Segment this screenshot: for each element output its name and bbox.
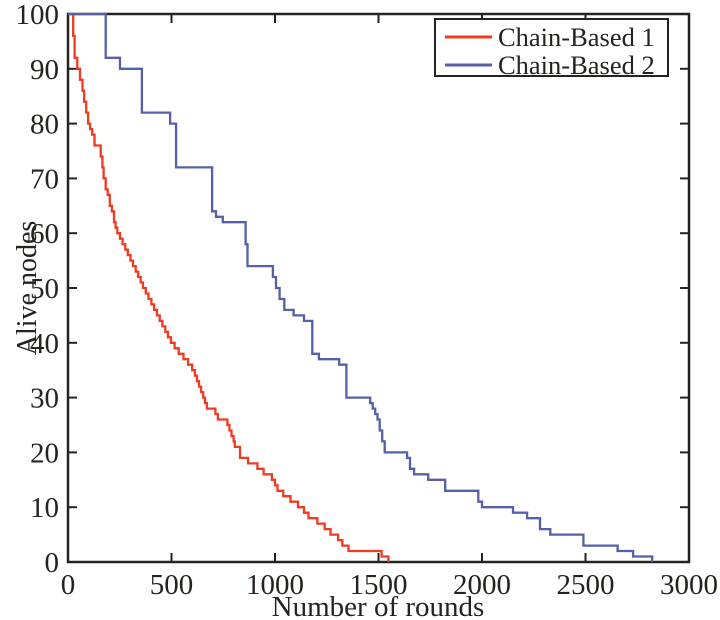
data-series	[68, 12, 654, 562]
y-tick-label: 60	[30, 218, 59, 250]
y-tick-label: 70	[30, 163, 59, 195]
x-tick-label: 1500	[350, 569, 408, 601]
axis-ticks	[67, 13, 690, 563]
y-tick-label: 50	[30, 273, 59, 305]
y-tick-label: 40	[30, 328, 59, 360]
x-tick-labels: 0 500 1000 1500 2000 2500 3000	[61, 569, 718, 601]
y-tick-label: 80	[30, 109, 59, 141]
x-tick-label: 2500	[557, 569, 615, 601]
x-axis-title: Number of rounds	[272, 591, 485, 620]
y-tick-label: 90	[30, 54, 59, 86]
y-tick-label: 20	[30, 437, 59, 469]
y-axis-title: Alive nodes	[12, 221, 43, 356]
x-tick-label: 500	[150, 569, 194, 601]
y-tick-label: 10	[30, 492, 59, 524]
series-line-1	[68, 12, 390, 562]
y-tick-label: 100	[16, 0, 60, 31]
legend-label: Chain-Based 1	[498, 22, 655, 52]
x-tick-label: 0	[61, 569, 76, 601]
x-tick-label: 3000	[660, 569, 718, 601]
y-tick-label: 0	[45, 547, 60, 579]
plot-area-border	[66, 12, 691, 564]
y-tick-labels: 0 10 20 30 40 50 60 70 80 90 100	[16, 0, 60, 579]
x-tick-label: 2000	[453, 569, 511, 601]
x-tick-label: 1000	[246, 569, 304, 601]
legend-item: Chain-Based 1	[445, 22, 655, 52]
legend-label: Chain-Based 2	[498, 50, 655, 80]
y-tick-label: 30	[30, 383, 59, 415]
series-line-2	[68, 12, 654, 562]
legend-item: Chain-Based 2	[445, 50, 655, 80]
